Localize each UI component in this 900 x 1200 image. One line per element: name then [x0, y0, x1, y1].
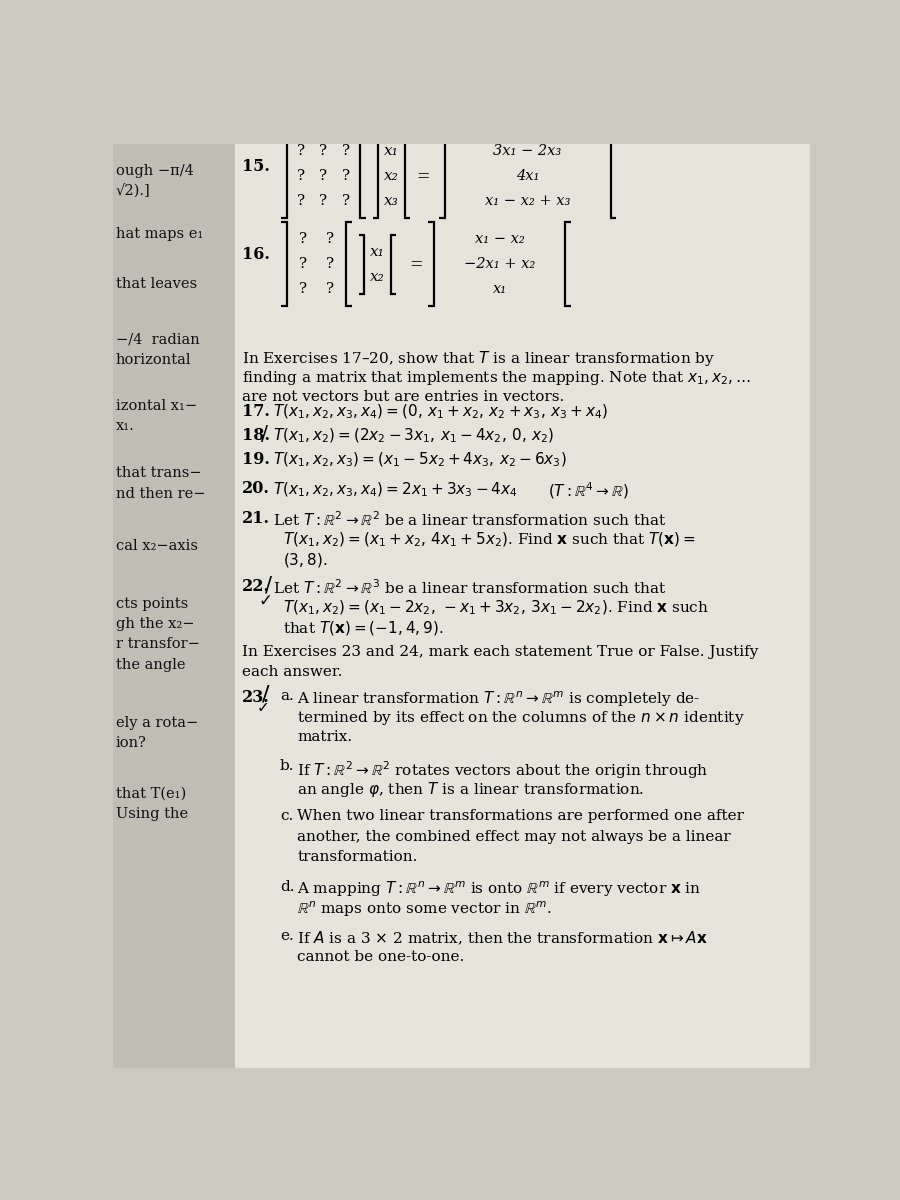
Text: ✓: ✓: [256, 701, 270, 715]
Text: x₁ − x₂: x₁ − x₂: [474, 232, 525, 246]
Text: ion?: ion?: [116, 737, 147, 750]
Text: ?: ?: [300, 257, 308, 271]
Text: x₂: x₂: [384, 169, 399, 184]
Text: $T(x_1, x_2, x_3, x_4) = 2x_1 + 3x_3 - 4x_4$: $T(x_1, x_2, x_3, x_4) = 2x_1 + 3x_3 - 4…: [273, 480, 518, 499]
Text: $T(x_1, x_2, x_3) = (x_1 - 5x_2 + 4x_3,\,x_2 - 6x_3)$: $T(x_1, x_2, x_3) = (x_1 - 5x_2 + 4x_3,\…: [273, 451, 567, 469]
Bar: [235, 144, 810, 1068]
Text: 15.: 15.: [241, 158, 269, 175]
Text: When two linear transformations are performed one after: When two linear transformations are perf…: [297, 809, 744, 823]
Text: 23.: 23.: [241, 689, 269, 706]
Text: 22.: 22.: [241, 578, 269, 595]
Text: x₁.: x₁.: [116, 419, 135, 433]
Text: horizontal: horizontal: [116, 353, 192, 367]
Text: $\mathbb{R}^n$ maps onto some vector in $\mathbb{R}^m$.: $\mathbb{R}^n$ maps onto some vector in …: [297, 900, 552, 919]
Text: Let $T: \mathbb{R}^2 \to \mathbb{R}^3$ be a linear transformation such that: Let $T: \mathbb{R}^2 \to \mathbb{R}^3$ b…: [273, 578, 666, 596]
Text: ?: ?: [320, 169, 328, 184]
Text: 18.: 18.: [241, 427, 269, 444]
Text: 3x₁ − 2x₃: 3x₁ − 2x₃: [493, 144, 562, 158]
Text: A linear transformation $T: \mathbb{R}^n \to \mathbb{R}^m$ is completely de-: A linear transformation $T: \mathbb{R}^n…: [297, 689, 701, 709]
Text: ?: ?: [297, 169, 305, 184]
Text: ?: ?: [326, 257, 334, 271]
Text: ely a rota−: ely a rota−: [116, 716, 198, 730]
Text: each answer.: each answer.: [241, 665, 342, 679]
Text: In Exercises 23 and 24, mark each statement True or False. Justify: In Exercises 23 and 24, mark each statem…: [241, 644, 758, 659]
Text: x₃: x₃: [384, 194, 399, 209]
Text: ?: ?: [300, 232, 308, 246]
Text: √2).]: √2).]: [116, 184, 150, 198]
Text: If $T: \mathbb{R}^2 \to \mathbb{R}^2$ rotates vectors about the origin through: If $T: \mathbb{R}^2 \to \mathbb{R}^2$ ro…: [297, 760, 709, 781]
Text: x₁: x₁: [492, 282, 507, 296]
Text: nd then re−: nd then re−: [116, 487, 205, 500]
Text: =: =: [410, 256, 423, 272]
Text: a.: a.: [280, 689, 293, 703]
Text: In Exercises 17–20, show that $T$ is a linear transformation by: In Exercises 17–20, show that $T$ is a l…: [241, 349, 715, 368]
Text: ?: ?: [326, 232, 334, 246]
Text: ?: ?: [341, 144, 349, 158]
Text: c.: c.: [280, 809, 293, 823]
Text: gh the x₂−: gh the x₂−: [116, 617, 194, 631]
Text: A mapping $T: \mathbb{R}^n \to \mathbb{R}^m$ is onto $\mathbb{R}^m$ if every vec: A mapping $T: \mathbb{R}^n \to \mathbb{R…: [297, 880, 702, 899]
Text: $(T: \mathbb{R}^4 \to \mathbb{R})$: $(T: \mathbb{R}^4 \to \mathbb{R})$: [548, 480, 629, 502]
Text: ?: ?: [320, 144, 328, 158]
Text: 19.: 19.: [241, 451, 269, 468]
Text: izontal x₁−: izontal x₁−: [116, 400, 197, 413]
Text: finding a matrix that implements the mapping. Note that $x_1, x_2, \ldots$: finding a matrix that implements the map…: [241, 370, 751, 388]
Text: b.: b.: [280, 760, 294, 773]
Text: are not vectors but are entries in vectors.: are not vectors but are entries in vecto…: [241, 390, 563, 403]
Text: 4x₁: 4x₁: [516, 169, 539, 184]
Text: ?: ?: [341, 169, 349, 184]
Text: hat maps e₁: hat maps e₁: [116, 227, 203, 241]
Text: −2x₁ + x₂: −2x₁ + x₂: [464, 257, 536, 271]
Text: the angle: the angle: [116, 658, 185, 672]
Text: ?: ?: [297, 144, 305, 158]
Text: r transfor−: r transfor−: [116, 637, 200, 652]
Text: that $T(\mathbf{x}) = (-1,4,9)$.: that $T(\mathbf{x}) = (-1,4,9)$.: [284, 619, 444, 637]
Text: $T(x_1, x_2) = (2x_2 - 3x_1,\,x_1 - 4x_2,\,0,\,x_2)$: $T(x_1, x_2) = (2x_2 - 3x_1,\,x_1 - 4x_2…: [273, 427, 554, 445]
Text: d.: d.: [280, 880, 294, 894]
Text: ?: ?: [297, 194, 305, 209]
Text: termined by its effect on the columns of the $n \times n$ identity: termined by its effect on the columns of…: [297, 709, 745, 727]
Text: 17.: 17.: [241, 403, 269, 420]
Text: ?: ?: [341, 194, 349, 209]
Text: x₁ − x₂ + x₃: x₁ − x₂ + x₃: [485, 194, 571, 209]
Bar: [112, 144, 235, 1068]
Text: transformation.: transformation.: [297, 850, 418, 864]
Text: x₂: x₂: [370, 270, 385, 283]
Text: that T(e₁): that T(e₁): [116, 786, 186, 800]
Text: Using the: Using the: [116, 806, 188, 821]
Text: 21.: 21.: [241, 510, 269, 527]
Text: =: =: [416, 168, 429, 185]
Text: /: /: [263, 684, 270, 704]
Text: that trans−: that trans−: [116, 467, 202, 480]
Text: x₁: x₁: [384, 144, 399, 158]
Text: /: /: [261, 425, 268, 444]
Text: Let $T: \mathbb{R}^2 \to \mathbb{R}^2$ be a linear transformation such that: Let $T: \mathbb{R}^2 \to \mathbb{R}^2$ b…: [273, 510, 666, 529]
Text: e.: e.: [280, 930, 293, 943]
Text: $T(x_1, x_2) = (x_1 - 2x_2,\,-x_1 + 3x_2,\,3x_1 - 2x_2)$. Find $\mathbf{x}$ such: $T(x_1, x_2) = (x_1 - 2x_2,\,-x_1 + 3x_2…: [284, 599, 709, 617]
Text: an angle $\varphi$, then $T$ is a linear transformation.: an angle $\varphi$, then $T$ is a linear…: [297, 780, 644, 799]
Text: ?: ?: [320, 194, 328, 209]
Text: ?: ?: [326, 282, 334, 296]
Text: matrix.: matrix.: [297, 730, 353, 744]
Text: 16.: 16.: [241, 246, 269, 263]
Text: If $A$ is a 3 $\times$ 2 matrix, then the transformation $\mathbf{x} \mapsto A\m: If $A$ is a 3 $\times$ 2 matrix, then th…: [297, 930, 708, 947]
Text: 20.: 20.: [241, 480, 269, 497]
Text: cal x₂−axis: cal x₂−axis: [116, 539, 198, 552]
Text: cts points: cts points: [116, 596, 188, 611]
Text: ✓: ✓: [259, 592, 273, 610]
Text: ?: ?: [300, 282, 308, 296]
Text: $(3, 8)$.: $(3, 8)$.: [284, 551, 328, 569]
Text: −/4  radian: −/4 radian: [116, 332, 200, 347]
Text: that leaves: that leaves: [116, 277, 197, 292]
Text: ough −π/4: ough −π/4: [116, 164, 194, 179]
Text: $T(x_1, x_2) = (x_1 + x_2,\,4x_1 + 5x_2)$. Find $\mathbf{x}$ such that $T(\mathb: $T(x_1, x_2) = (x_1 + x_2,\,4x_1 + 5x_2)…: [284, 530, 696, 548]
Text: $T(x_1, x_2, x_3, x_4) = (0,\,x_1 + x_2,\,x_2 + x_3,\,x_3 + x_4)$: $T(x_1, x_2, x_3, x_4) = (0,\,x_1 + x_2,…: [273, 403, 608, 421]
Text: /: /: [265, 576, 272, 595]
Text: x₁: x₁: [370, 245, 385, 259]
Text: another, the combined effect may not always be a linear: another, the combined effect may not alw…: [297, 829, 731, 844]
Text: cannot be one-to-one.: cannot be one-to-one.: [297, 949, 464, 964]
